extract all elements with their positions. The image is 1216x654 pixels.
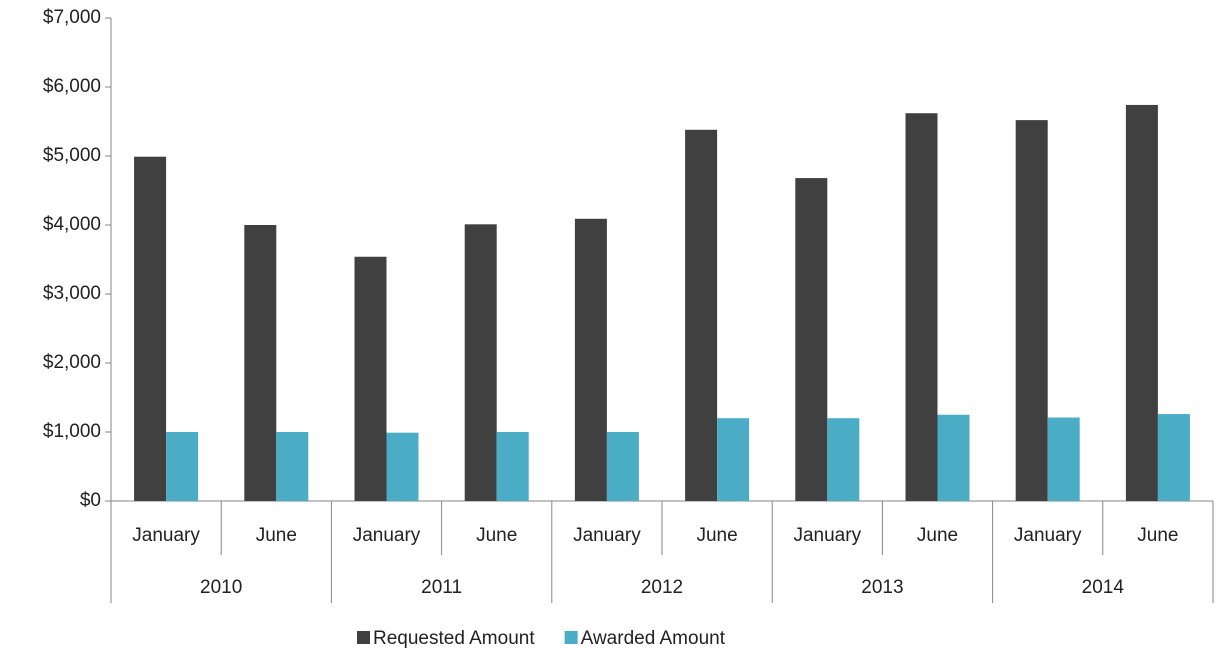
bar [905,113,938,501]
y-tick-label: $3,000 [43,283,101,304]
x-tick-label: January [353,525,421,546]
y-tick-label: $4,000 [43,214,101,235]
x-tick-label: June [1137,525,1178,546]
bar [134,156,167,501]
group-label: 2011 [421,577,462,598]
bar [937,414,970,501]
x-tick-label: June [476,525,517,546]
bar [1157,414,1190,501]
bar [685,129,718,501]
bar [276,432,309,501]
legend-label: Requested Amount [373,628,535,649]
x-tick-label: June [917,525,958,546]
bar [496,432,529,501]
y-tick-label: $5,000 [43,145,101,166]
bar [827,418,860,501]
x-tick-label: January [1014,525,1082,546]
legend-swatch [564,631,578,644]
y-tick-label: $6,000 [43,76,101,97]
bar [166,432,199,501]
bar [386,432,419,501]
bar [464,224,497,501]
y-tick-label: $0 [80,490,101,511]
bar [717,418,750,501]
x-tick-label: June [256,525,297,546]
bar [1015,120,1048,502]
x-tick-label: June [696,525,737,546]
bar [795,178,828,501]
group-label: 2013 [861,577,903,598]
group-label: 2010 [200,577,242,598]
bar [1125,104,1158,501]
group-label: 2014 [1082,577,1125,598]
bar [1047,417,1080,501]
bar [574,218,607,502]
legend-swatch [357,631,370,644]
bar [606,432,639,501]
y-tick-label: $1,000 [43,421,101,442]
y-tick-label: $2,000 [43,352,101,373]
legend-label: Awarded Amount [581,628,726,649]
x-tick-label: January [132,525,200,546]
x-tick-label: January [573,525,641,546]
bar [354,256,387,501]
x-tick-label: January [793,525,861,546]
y-tick-label: $7,000 [43,7,101,28]
bar [244,225,277,501]
group-label: 2012 [641,577,683,598]
